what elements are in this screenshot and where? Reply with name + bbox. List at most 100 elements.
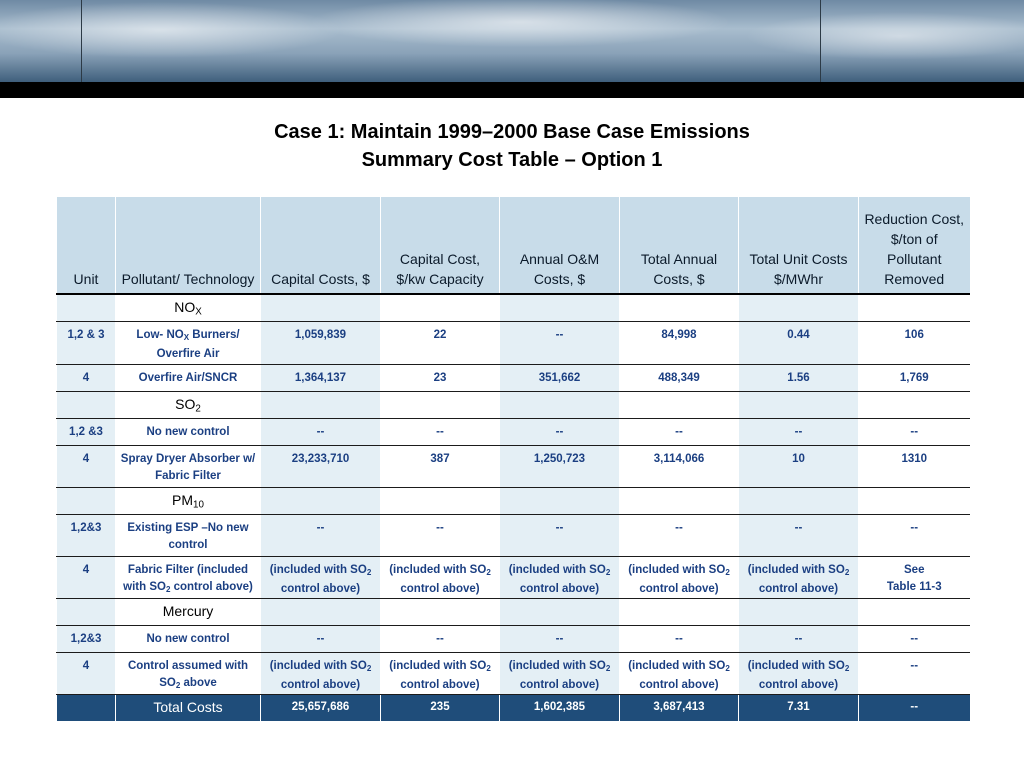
header-technology: Pollutant/ Technology bbox=[115, 197, 261, 295]
cell-unit: 1,2 &3 bbox=[56, 418, 116, 446]
cell-capital: -- bbox=[260, 418, 381, 446]
total-annual: 3,687,413 bbox=[619, 694, 739, 721]
cell-om: -- bbox=[499, 321, 620, 365]
cell-unit-cost: -- bbox=[738, 418, 859, 446]
cell-reduction: -- bbox=[858, 418, 970, 446]
cell-unit: 1,2&3 bbox=[56, 625, 116, 653]
cell-technology: Control assumed with SO2 above bbox=[115, 652, 261, 695]
header-total-unit: Total Unit Costs $/MWhr bbox=[738, 197, 859, 295]
header-banner-image bbox=[0, 0, 1024, 82]
cell-per-kw: -- bbox=[380, 625, 500, 653]
cell-unit: 4 bbox=[56, 652, 116, 695]
cell-unit: 1,2 & 3 bbox=[56, 321, 116, 365]
cell-capital: (included with SO2 control above) bbox=[260, 556, 381, 599]
table-row: 1,2&3 Existing ESP –No new control -- --… bbox=[56, 514, 970, 557]
cell-capital: -- bbox=[260, 625, 381, 653]
table-row: 1,2 & 3 Low- NOX Burners/ Overfire Air 1… bbox=[56, 321, 970, 365]
cell-per-kw: 23 bbox=[380, 364, 500, 392]
cell-om: -- bbox=[499, 418, 620, 446]
header-annual-om: Annual O&M Costs, $ bbox=[499, 197, 620, 295]
cell-unit: 4 bbox=[56, 364, 116, 392]
cell-technology: Low- NOX Burners/ Overfire Air bbox=[115, 321, 261, 365]
cell-reduction: -- bbox=[858, 652, 970, 695]
total-label: Total Costs bbox=[115, 694, 261, 721]
cell-annual: -- bbox=[619, 514, 739, 557]
cell-unit-cost: 0.44 bbox=[738, 321, 859, 365]
cell-unit: 4 bbox=[56, 556, 116, 599]
cell-unit-cost: (included with SO2 control above) bbox=[738, 556, 859, 599]
table-row: 1,2 &3 No new control -- -- -- -- -- -- bbox=[56, 418, 970, 446]
cell-technology: Existing ESP –No new control bbox=[115, 514, 261, 557]
cell-unit-cost: 10 bbox=[738, 445, 859, 488]
cell-reduction: See Table 11-3 bbox=[858, 556, 970, 599]
table-row: 4 Overfire Air/SNCR 1,364,137 23 351,662… bbox=[56, 364, 970, 392]
table-header-row: Unit Pollutant/ Technology Capital Costs… bbox=[56, 197, 970, 295]
slide-title: Case 1: Maintain 1999–2000 Base Case Emi… bbox=[0, 118, 1024, 174]
total-om: 1,602,385 bbox=[499, 694, 620, 721]
cell-reduction: 1310 bbox=[858, 445, 970, 488]
section-label-nox: NOX bbox=[115, 294, 261, 322]
cell-capital: 1,364,137 bbox=[260, 364, 381, 392]
cell-reduction: -- bbox=[858, 514, 970, 557]
cell-annual: (included with SO2 control above) bbox=[619, 556, 739, 599]
header-total-annual: Total Annual Costs, $ bbox=[619, 197, 739, 295]
cell-annual: -- bbox=[619, 418, 739, 446]
title-line-2: Summary Cost Table – Option 1 bbox=[361, 149, 663, 171]
table-row: 1,2&3 No new control -- -- -- -- -- -- bbox=[56, 625, 970, 653]
cell-om: (included with SO2 control above) bbox=[499, 556, 620, 599]
cell-om: (included with SO2 control above) bbox=[499, 652, 620, 695]
section-row-so2: SO2 bbox=[56, 391, 970, 419]
total-reduction: -- bbox=[858, 694, 970, 721]
cell-capital: -- bbox=[260, 514, 381, 557]
cell-capital: 1,059,839 bbox=[260, 321, 381, 365]
header-band bbox=[0, 82, 1024, 98]
header-reduction-cost: Reduction Cost, $/ton of Pollutant Remov… bbox=[858, 197, 970, 295]
cell-per-kw: 387 bbox=[380, 445, 500, 488]
cell-per-kw: (included with SO2 control above) bbox=[380, 556, 500, 599]
cell-om: 1,250,723 bbox=[499, 445, 620, 488]
cell-unit-cost: (included with SO2 control above) bbox=[738, 652, 859, 695]
cell-unit: 4 bbox=[56, 445, 116, 488]
cell-technology: Spray Dryer Absorber w/ Fabric Filter bbox=[115, 445, 261, 488]
banner-divider bbox=[81, 0, 82, 82]
cell-unit-cost: -- bbox=[738, 625, 859, 653]
cell-capital: 23,233,710 bbox=[260, 445, 381, 488]
section-label-mercury: Mercury bbox=[115, 598, 261, 626]
cell-om: -- bbox=[499, 514, 620, 557]
section-row-pm10: PM10 bbox=[56, 487, 970, 515]
total-row: Total Costs 25,657,686 235 1,602,385 3,6… bbox=[56, 694, 970, 721]
table-row: 4 Fabric Filter (included with SO2 contr… bbox=[56, 556, 970, 599]
section-label-pm10: PM10 bbox=[115, 487, 261, 515]
cell-reduction: 1,769 bbox=[858, 364, 970, 392]
section-row-mercury: Mercury bbox=[56, 598, 970, 626]
cell-om: 351,662 bbox=[499, 364, 620, 392]
header-capital-costs: Capital Costs, $ bbox=[260, 197, 381, 295]
cell-per-kw: -- bbox=[380, 418, 500, 446]
cell-annual: 488,349 bbox=[619, 364, 739, 392]
cell-annual: 3,114,066 bbox=[619, 445, 739, 488]
banner-divider bbox=[820, 0, 821, 82]
cell-technology: Fabric Filter (included with SO2 control… bbox=[115, 556, 261, 599]
cell-om: -- bbox=[499, 625, 620, 653]
total-per-kw: 235 bbox=[380, 694, 500, 721]
cell-unit-cost: 1.56 bbox=[738, 364, 859, 392]
cell-technology: No new control bbox=[115, 625, 261, 653]
title-line-1: Case 1: Maintain 1999–2000 Base Case Emi… bbox=[274, 121, 750, 143]
section-row-nox: NOX bbox=[56, 294, 970, 322]
cell-per-kw: -- bbox=[380, 514, 500, 557]
table-row: 4 Control assumed with SO2 above (includ… bbox=[56, 652, 970, 695]
cell-technology: Overfire Air/SNCR bbox=[115, 364, 261, 392]
cell-reduction: -- bbox=[858, 625, 970, 653]
cell-unit: 1,2&3 bbox=[56, 514, 116, 557]
cell-annual: -- bbox=[619, 625, 739, 653]
section-label-so2: SO2 bbox=[115, 391, 261, 419]
total-unit-cost: 7.31 bbox=[738, 694, 859, 721]
cell-reduction: 106 bbox=[858, 321, 970, 365]
cell-capital: (included with SO2 control above) bbox=[260, 652, 381, 695]
summary-cost-table: Unit Pollutant/ Technology Capital Costs… bbox=[56, 197, 970, 721]
cell-per-kw: (included with SO2 control above) bbox=[380, 652, 500, 695]
cell-unit-cost: -- bbox=[738, 514, 859, 557]
cell-annual: 84,998 bbox=[619, 321, 739, 365]
header-capital-kw: Capital Cost, $/kw Capacity bbox=[380, 197, 500, 295]
total-capital: 25,657,686 bbox=[260, 694, 381, 721]
